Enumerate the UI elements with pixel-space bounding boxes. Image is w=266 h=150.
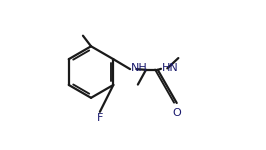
Text: F: F: [97, 113, 103, 123]
Text: O: O: [172, 108, 181, 118]
Text: HN: HN: [162, 63, 178, 73]
Text: NH: NH: [131, 63, 148, 73]
